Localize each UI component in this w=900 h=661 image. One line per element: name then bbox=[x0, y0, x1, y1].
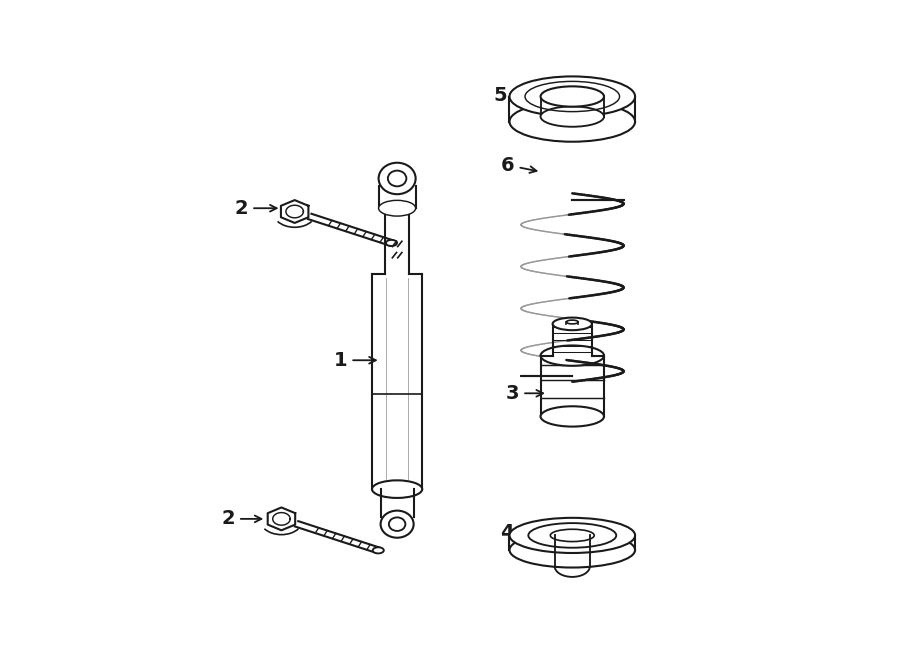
Polygon shape bbox=[267, 508, 295, 530]
Text: 3: 3 bbox=[506, 384, 543, 403]
Ellipse shape bbox=[509, 518, 635, 553]
Ellipse shape bbox=[389, 518, 405, 531]
Ellipse shape bbox=[386, 240, 397, 246]
Ellipse shape bbox=[373, 547, 383, 553]
Ellipse shape bbox=[509, 532, 635, 568]
Text: 4: 4 bbox=[500, 523, 536, 541]
Polygon shape bbox=[372, 274, 422, 489]
Ellipse shape bbox=[388, 171, 407, 186]
Text: 2: 2 bbox=[235, 199, 276, 217]
Ellipse shape bbox=[379, 200, 416, 216]
Ellipse shape bbox=[381, 510, 414, 538]
Text: 5: 5 bbox=[494, 87, 531, 105]
Ellipse shape bbox=[541, 106, 604, 127]
Ellipse shape bbox=[553, 317, 592, 330]
Ellipse shape bbox=[528, 523, 616, 548]
Ellipse shape bbox=[372, 481, 422, 498]
Ellipse shape bbox=[541, 87, 604, 106]
Ellipse shape bbox=[379, 163, 416, 194]
Ellipse shape bbox=[509, 102, 635, 141]
Ellipse shape bbox=[509, 77, 635, 116]
Text: 2: 2 bbox=[221, 510, 261, 528]
Polygon shape bbox=[281, 200, 309, 223]
Ellipse shape bbox=[541, 407, 604, 426]
Ellipse shape bbox=[550, 529, 594, 541]
Ellipse shape bbox=[566, 320, 578, 324]
Polygon shape bbox=[541, 356, 604, 416]
Ellipse shape bbox=[541, 346, 604, 366]
Text: 1: 1 bbox=[334, 351, 376, 369]
Text: 6: 6 bbox=[501, 156, 536, 175]
